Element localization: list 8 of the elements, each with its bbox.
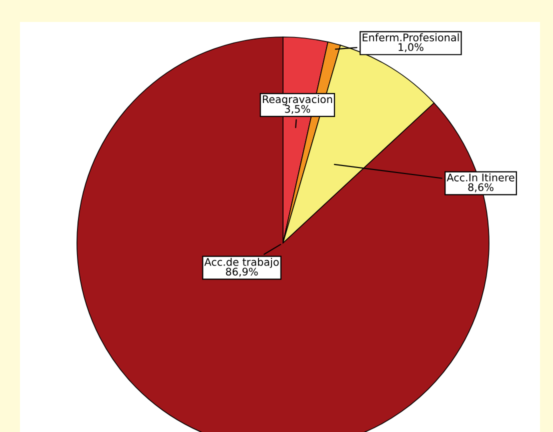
data-label: 8,6% xyxy=(468,183,494,192)
slice-label: Acc.de trabajo xyxy=(204,258,279,268)
data-label: 86,9% xyxy=(226,268,258,277)
data-label: 1,0% xyxy=(398,43,424,52)
slice-label: Reagravacion xyxy=(262,95,332,106)
slice-label: Acc.In Itinere xyxy=(446,173,514,182)
data-label: 3,5% xyxy=(284,104,310,114)
slice-label: Enferm.Profesional xyxy=(362,33,459,42)
